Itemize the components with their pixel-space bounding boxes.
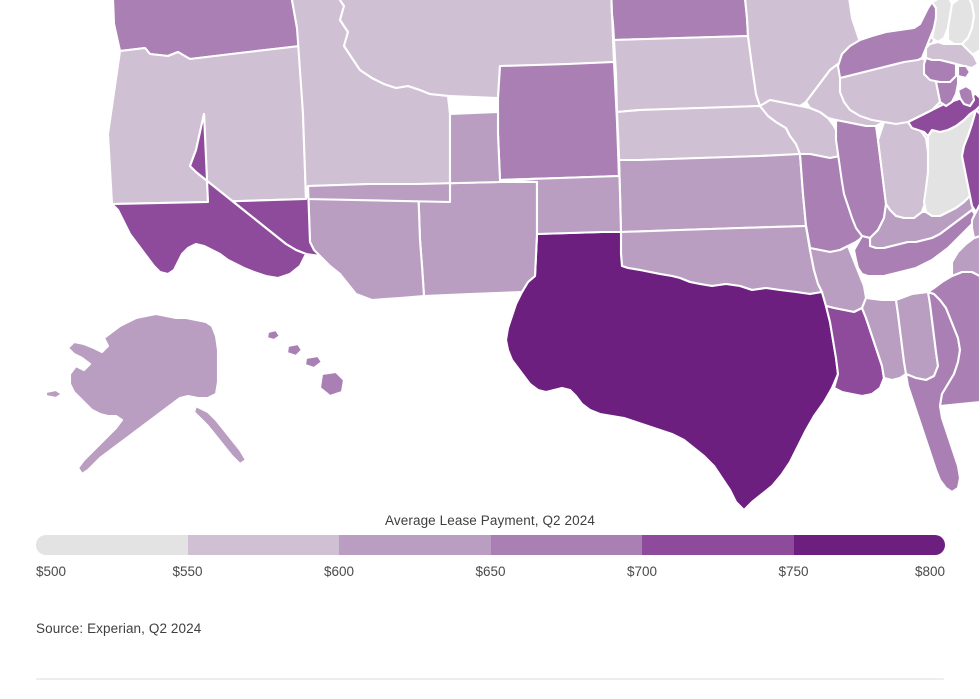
state-colorado[interactable] xyxy=(498,132,623,236)
state-california[interactable] xyxy=(110,112,308,280)
legend-color-bar xyxy=(36,535,945,555)
legend-tick-4: $700 xyxy=(626,564,658,579)
state-hawaii-oahu xyxy=(285,342,304,358)
state-connecticut[interactable] xyxy=(922,56,958,84)
state-alaska-panhandle xyxy=(192,404,248,466)
legend-tick-6: $800 xyxy=(914,564,945,579)
legend-segment-1 xyxy=(187,535,339,555)
state-north-carolina[interactable] xyxy=(970,202,980,240)
legend-tick-2: $600 xyxy=(323,564,355,579)
state-south-dakota[interactable] xyxy=(612,34,762,114)
legend-tick-5: $750 xyxy=(778,564,809,579)
state-north-dakota[interactable] xyxy=(610,0,750,42)
states-group xyxy=(44,0,980,512)
state-alaska[interactable] xyxy=(66,312,220,476)
state-wyoming[interactable] xyxy=(496,60,621,182)
legend-segment-4 xyxy=(642,535,794,555)
state-kansas[interactable] xyxy=(617,152,808,234)
legend: Average Lease Payment, Q2 2024 $500 $550… xyxy=(0,512,980,583)
state-vermont[interactable] xyxy=(930,0,954,44)
us-map-svg xyxy=(44,0,980,512)
legend-segment-5 xyxy=(793,535,945,555)
legend-tick-1: $550 xyxy=(172,564,203,579)
legend-tick-3: $650 xyxy=(475,564,506,579)
state-hawaii-maui xyxy=(303,354,324,370)
state-montana[interactable] xyxy=(320,0,616,100)
footer-divider xyxy=(36,678,944,680)
state-hawaii-big-island[interactable] xyxy=(318,370,346,398)
state-hawaii-kauai xyxy=(265,328,282,342)
us-choropleth-map xyxy=(44,0,980,512)
state-rhode-island[interactable] xyxy=(956,64,972,80)
legend-bar-row xyxy=(0,535,980,555)
legend-segment-2 xyxy=(339,535,491,555)
state-delaware[interactable] xyxy=(956,84,976,108)
state-virginia[interactable] xyxy=(960,108,980,214)
state-alaska-aleutian-1 xyxy=(44,388,64,400)
source-note: Source: Experian, Q2 2024 xyxy=(36,621,202,636)
legend-segment-3 xyxy=(490,535,642,555)
legend-title: Average Lease Payment, Q2 2024 xyxy=(385,513,595,528)
state-maine[interactable] xyxy=(958,0,980,56)
state-tennessee[interactable] xyxy=(852,208,978,278)
legend-segment-0 xyxy=(36,535,188,555)
state-texas[interactable] xyxy=(504,230,840,512)
state-south-carolina[interactable] xyxy=(950,234,980,278)
legend-tick-labels: $500 $550 $600 $650 $700 $750 $800 xyxy=(36,563,945,583)
legend-tick-0: $500 xyxy=(36,564,67,579)
